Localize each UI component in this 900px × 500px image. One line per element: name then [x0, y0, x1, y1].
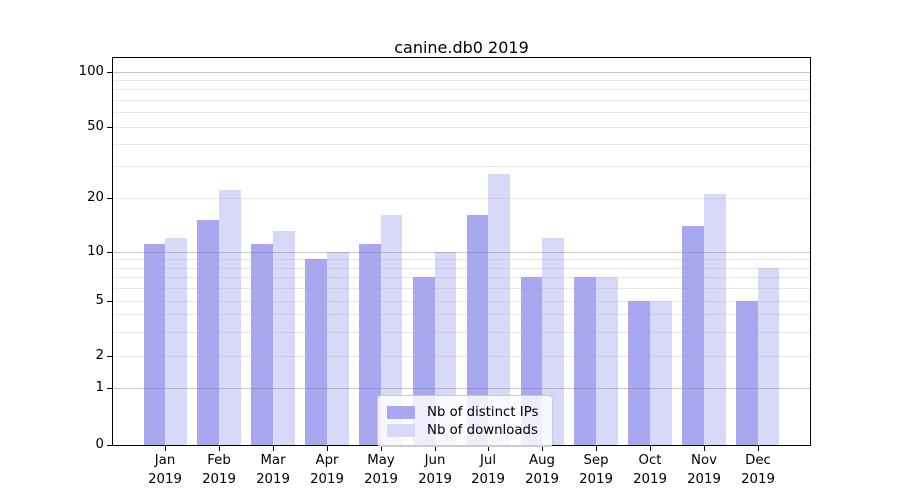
x-tick [596, 446, 597, 451]
minor-gridline [113, 80, 810, 81]
y-tick [107, 301, 113, 302]
y-tick [107, 72, 113, 73]
bar-ips-nov [682, 225, 704, 445]
y-tick-label: 20 [87, 190, 104, 205]
x-tick [165, 446, 166, 451]
x-tick [381, 446, 382, 451]
x-tick [435, 446, 436, 451]
y-tick-label: 0 [95, 437, 104, 452]
y-tick-label: 1 [95, 380, 104, 395]
y-tick-label: 2 [95, 348, 104, 363]
bar-ips-jan [143, 244, 166, 445]
bar-downloads-dec [757, 267, 780, 445]
bar-ips-mar [251, 244, 273, 445]
x-tick-label: Apr 2019 [310, 453, 344, 487]
legend-entry-downloads: Nb of downloads [387, 422, 538, 438]
bar-downloads-aug [542, 237, 564, 445]
x-tick [273, 446, 274, 451]
major-gridline [113, 388, 810, 389]
bar-ips-may [359, 244, 381, 445]
y-tick [107, 388, 113, 389]
bar-downloads-mar [273, 231, 295, 445]
x-tick-label: Jul 2019 [471, 453, 505, 487]
minor-gridline [113, 259, 810, 260]
y-tick [107, 356, 113, 357]
y-tick [107, 127, 113, 128]
minor-gridline [113, 268, 810, 269]
legend-label-distinct-ips: Nb of distinct IPs [427, 404, 539, 420]
x-tick-label: Nov 2019 [687, 453, 721, 487]
bar-downloads-jan [165, 237, 187, 445]
x-tick [488, 446, 489, 451]
y-tick-label: 100 [78, 64, 104, 79]
bar-ips-apr [305, 259, 327, 445]
y-tick [107, 445, 113, 446]
legend-swatch-distinct-ips [387, 405, 415, 419]
minor-gridline [113, 314, 810, 315]
x-tick [327, 446, 328, 451]
minor-gridline [113, 112, 810, 113]
bar-ips-jul [466, 215, 489, 445]
gridlines-layer [113, 58, 810, 445]
bar-downloads-nov [703, 193, 726, 445]
minor-gridline [113, 166, 810, 167]
y-tick-label: 50 [87, 119, 104, 134]
minor-gridline [113, 127, 810, 128]
y-tick [107, 252, 113, 253]
bar-downloads-sep [596, 277, 618, 445]
y-tick [107, 198, 113, 199]
bar-ips-dec [735, 301, 758, 445]
major-gridline [113, 252, 810, 253]
minor-gridline [113, 356, 810, 357]
bar-downloads-may [380, 215, 403, 445]
bar-ips-feb [197, 220, 220, 445]
y-tick-label: 10 [87, 244, 104, 259]
legend-label-downloads: Nb of downloads [427, 422, 538, 438]
x-tick-label: May 2019 [364, 453, 398, 487]
plot-area: Nb of distinct IPs Nb of downloads [112, 57, 811, 447]
x-tick-label: Mar 2019 [256, 453, 290, 487]
minor-gridline [113, 288, 810, 289]
x-tick-label: Feb 2019 [202, 453, 236, 487]
minor-gridline [113, 144, 810, 145]
minor-gridline [113, 89, 810, 90]
legend-entry-distinct-ips: Nb of distinct IPs [387, 404, 538, 420]
x-tick [758, 446, 759, 451]
minor-gridline [113, 277, 810, 278]
minor-gridline [113, 100, 810, 101]
x-tick [219, 446, 220, 451]
bar-ips-oct [628, 301, 650, 445]
y-tick-label: 5 [95, 293, 104, 308]
bar-downloads-oct [649, 301, 672, 445]
x-tick-label: Aug 2019 [525, 453, 559, 487]
bar-downloads-feb [219, 190, 241, 445]
bar-ips-sep [574, 277, 597, 445]
bar-downloads-apr [326, 251, 349, 445]
bar-downloads-jul [488, 174, 511, 445]
x-tick-label: Dec 2019 [741, 453, 775, 487]
x-tick-label: Sep 2019 [579, 453, 613, 487]
minor-gridline [113, 332, 810, 333]
minor-gridline [113, 301, 810, 302]
x-tick [542, 446, 543, 451]
x-tick-label: Jan 2019 [148, 453, 182, 487]
chart-title: canine.db0 2019 [394, 38, 529, 57]
x-tick [704, 446, 705, 451]
minor-gridline [113, 198, 810, 199]
major-gridline [113, 72, 810, 73]
x-tick-label: Oct 2019 [633, 453, 667, 487]
x-tick-label: Jun 2019 [418, 453, 452, 487]
x-tick [650, 446, 651, 451]
legend: Nb of distinct IPs Nb of downloads [377, 395, 554, 447]
legend-swatch-downloads [387, 423, 415, 437]
